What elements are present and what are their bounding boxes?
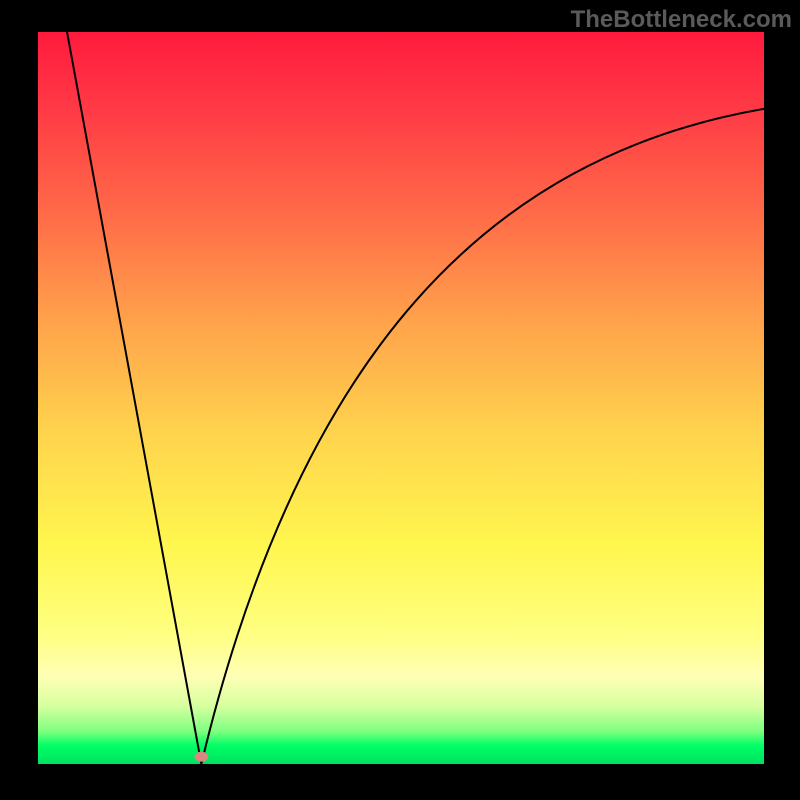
chart-plot <box>38 32 764 764</box>
frame: TheBottleneck.com <box>0 0 800 800</box>
watermark-text: TheBottleneck.com <box>571 6 792 34</box>
